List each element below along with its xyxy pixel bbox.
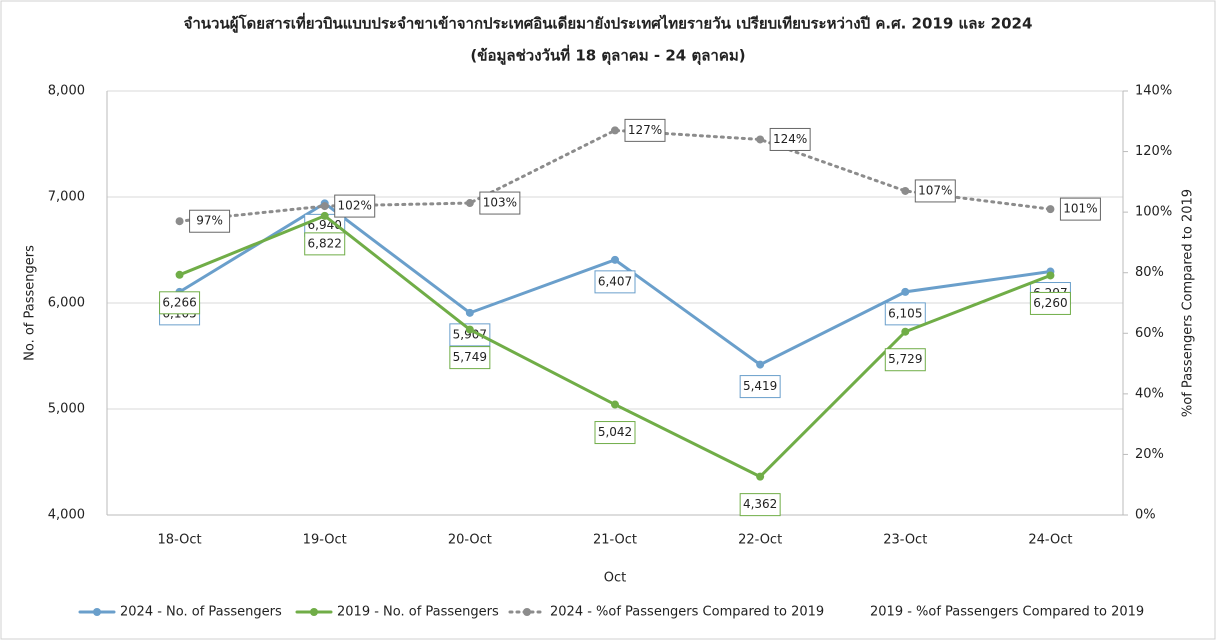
label-box — [739, 493, 781, 517]
y2-tick-label: 40% — [1135, 386, 1164, 401]
y2-tick-label: 140% — [1135, 84, 1172, 99]
x-tick-label: 22-Oct — [738, 533, 782, 548]
label-box — [334, 194, 376, 218]
data-label: 6,266 — [162, 295, 196, 309]
label-box — [739, 375, 781, 399]
data-point — [901, 327, 910, 336]
legend-marker — [93, 608, 101, 616]
x-tick-label: 21-Oct — [593, 533, 637, 548]
data-label: 6,260 — [1033, 296, 1067, 310]
x-tick-label: 20-Oct — [448, 533, 492, 548]
data-label: 6,105 — [888, 306, 922, 320]
legend-label: 2024 - No. of Passengers — [120, 605, 282, 620]
data-label: 101% — [1063, 202, 1097, 216]
label-box — [594, 421, 636, 445]
label-box — [1029, 291, 1071, 315]
data-point — [756, 360, 765, 369]
legend-label: 2019 - No. of Passengers — [337, 605, 499, 620]
label-box — [914, 179, 956, 203]
data-label: 5,419 — [743, 379, 777, 393]
chart-subtitle: (ข้อมูลช่วงวันที่ 18 ตุลาคม - 24 ตุลาคม) — [470, 45, 745, 66]
x-tick-label: 24-Oct — [1028, 533, 1072, 548]
data-point — [1046, 205, 1055, 214]
y2-tick-label: 20% — [1135, 447, 1164, 462]
data-label: 5,729 — [888, 352, 922, 366]
data-point — [175, 270, 184, 279]
x-tick-label: 18-Oct — [158, 533, 202, 548]
label-box — [884, 348, 926, 372]
label-box — [479, 191, 521, 215]
data-point — [611, 255, 619, 264]
data-point — [1046, 271, 1055, 280]
data-point — [320, 211, 329, 220]
label-box — [189, 209, 231, 233]
y-tick-label: 8,000 — [48, 84, 85, 99]
data-label: 6,822 — [308, 236, 342, 250]
data-label: 127% — [628, 123, 662, 137]
data-label: 4,362 — [743, 497, 777, 511]
data-label: 5,042 — [598, 425, 632, 439]
y-tick-label: 7,000 — [48, 190, 85, 205]
y-tick-label: 5,000 — [48, 402, 85, 417]
data-label: 5,749 — [453, 350, 487, 364]
y2-tick-label: 80% — [1135, 265, 1164, 280]
y2-tick-label: 0% — [1135, 508, 1156, 523]
data-point — [320, 202, 329, 211]
y-tick-label: 6,000 — [48, 296, 85, 311]
label-box — [884, 302, 926, 326]
legend-marker — [310, 608, 318, 616]
data-point — [611, 400, 619, 409]
label-box — [594, 270, 636, 294]
label-box — [769, 127, 811, 151]
legend-label: 2019 - %of Passengers Compared to 2019 — [870, 605, 1144, 620]
y2-tick-label: 60% — [1135, 326, 1164, 341]
data-label: 97% — [196, 214, 223, 228]
y2-axis-label: %of Passengers Compared to 2019 — [1181, 189, 1196, 417]
legend-label: 2024 - %of Passengers Compared to 2019 — [550, 605, 824, 620]
y-axis-label: No. of Passengers — [23, 245, 38, 361]
data-point — [465, 325, 474, 334]
x-axis-label: Oct — [604, 571, 626, 586]
label-box — [159, 291, 201, 315]
data-point — [611, 126, 619, 135]
data-label: 103% — [483, 196, 517, 210]
y2-tick-label: 120% — [1135, 144, 1172, 159]
data-point — [756, 135, 765, 144]
label-box — [304, 232, 346, 256]
label-box — [624, 118, 666, 142]
data-label: 124% — [773, 132, 807, 146]
data-point — [901, 287, 910, 296]
data-point — [756, 472, 765, 481]
label-box — [449, 346, 491, 370]
data-point — [901, 186, 910, 195]
x-tick-label: 19-Oct — [303, 533, 347, 548]
y2-tick-label: 100% — [1135, 205, 1172, 220]
label-box — [449, 323, 491, 347]
label-box — [1059, 197, 1101, 221]
data-point — [175, 217, 184, 226]
y-tick-label: 4,000 — [48, 508, 85, 523]
legend-marker — [523, 608, 531, 616]
data-label: 102% — [338, 199, 372, 213]
data-label: 6,407 — [598, 274, 632, 288]
data-point — [465, 308, 474, 317]
x-tick-label: 23-Oct — [883, 533, 927, 548]
data-point — [465, 199, 474, 208]
chart-title: จำนวนผู้โดยสารเที่ยวบินแบบประจำขาเข้าจาก… — [184, 13, 1033, 34]
data-label: 5,907 — [453, 327, 487, 341]
data-label: 107% — [918, 183, 952, 197]
